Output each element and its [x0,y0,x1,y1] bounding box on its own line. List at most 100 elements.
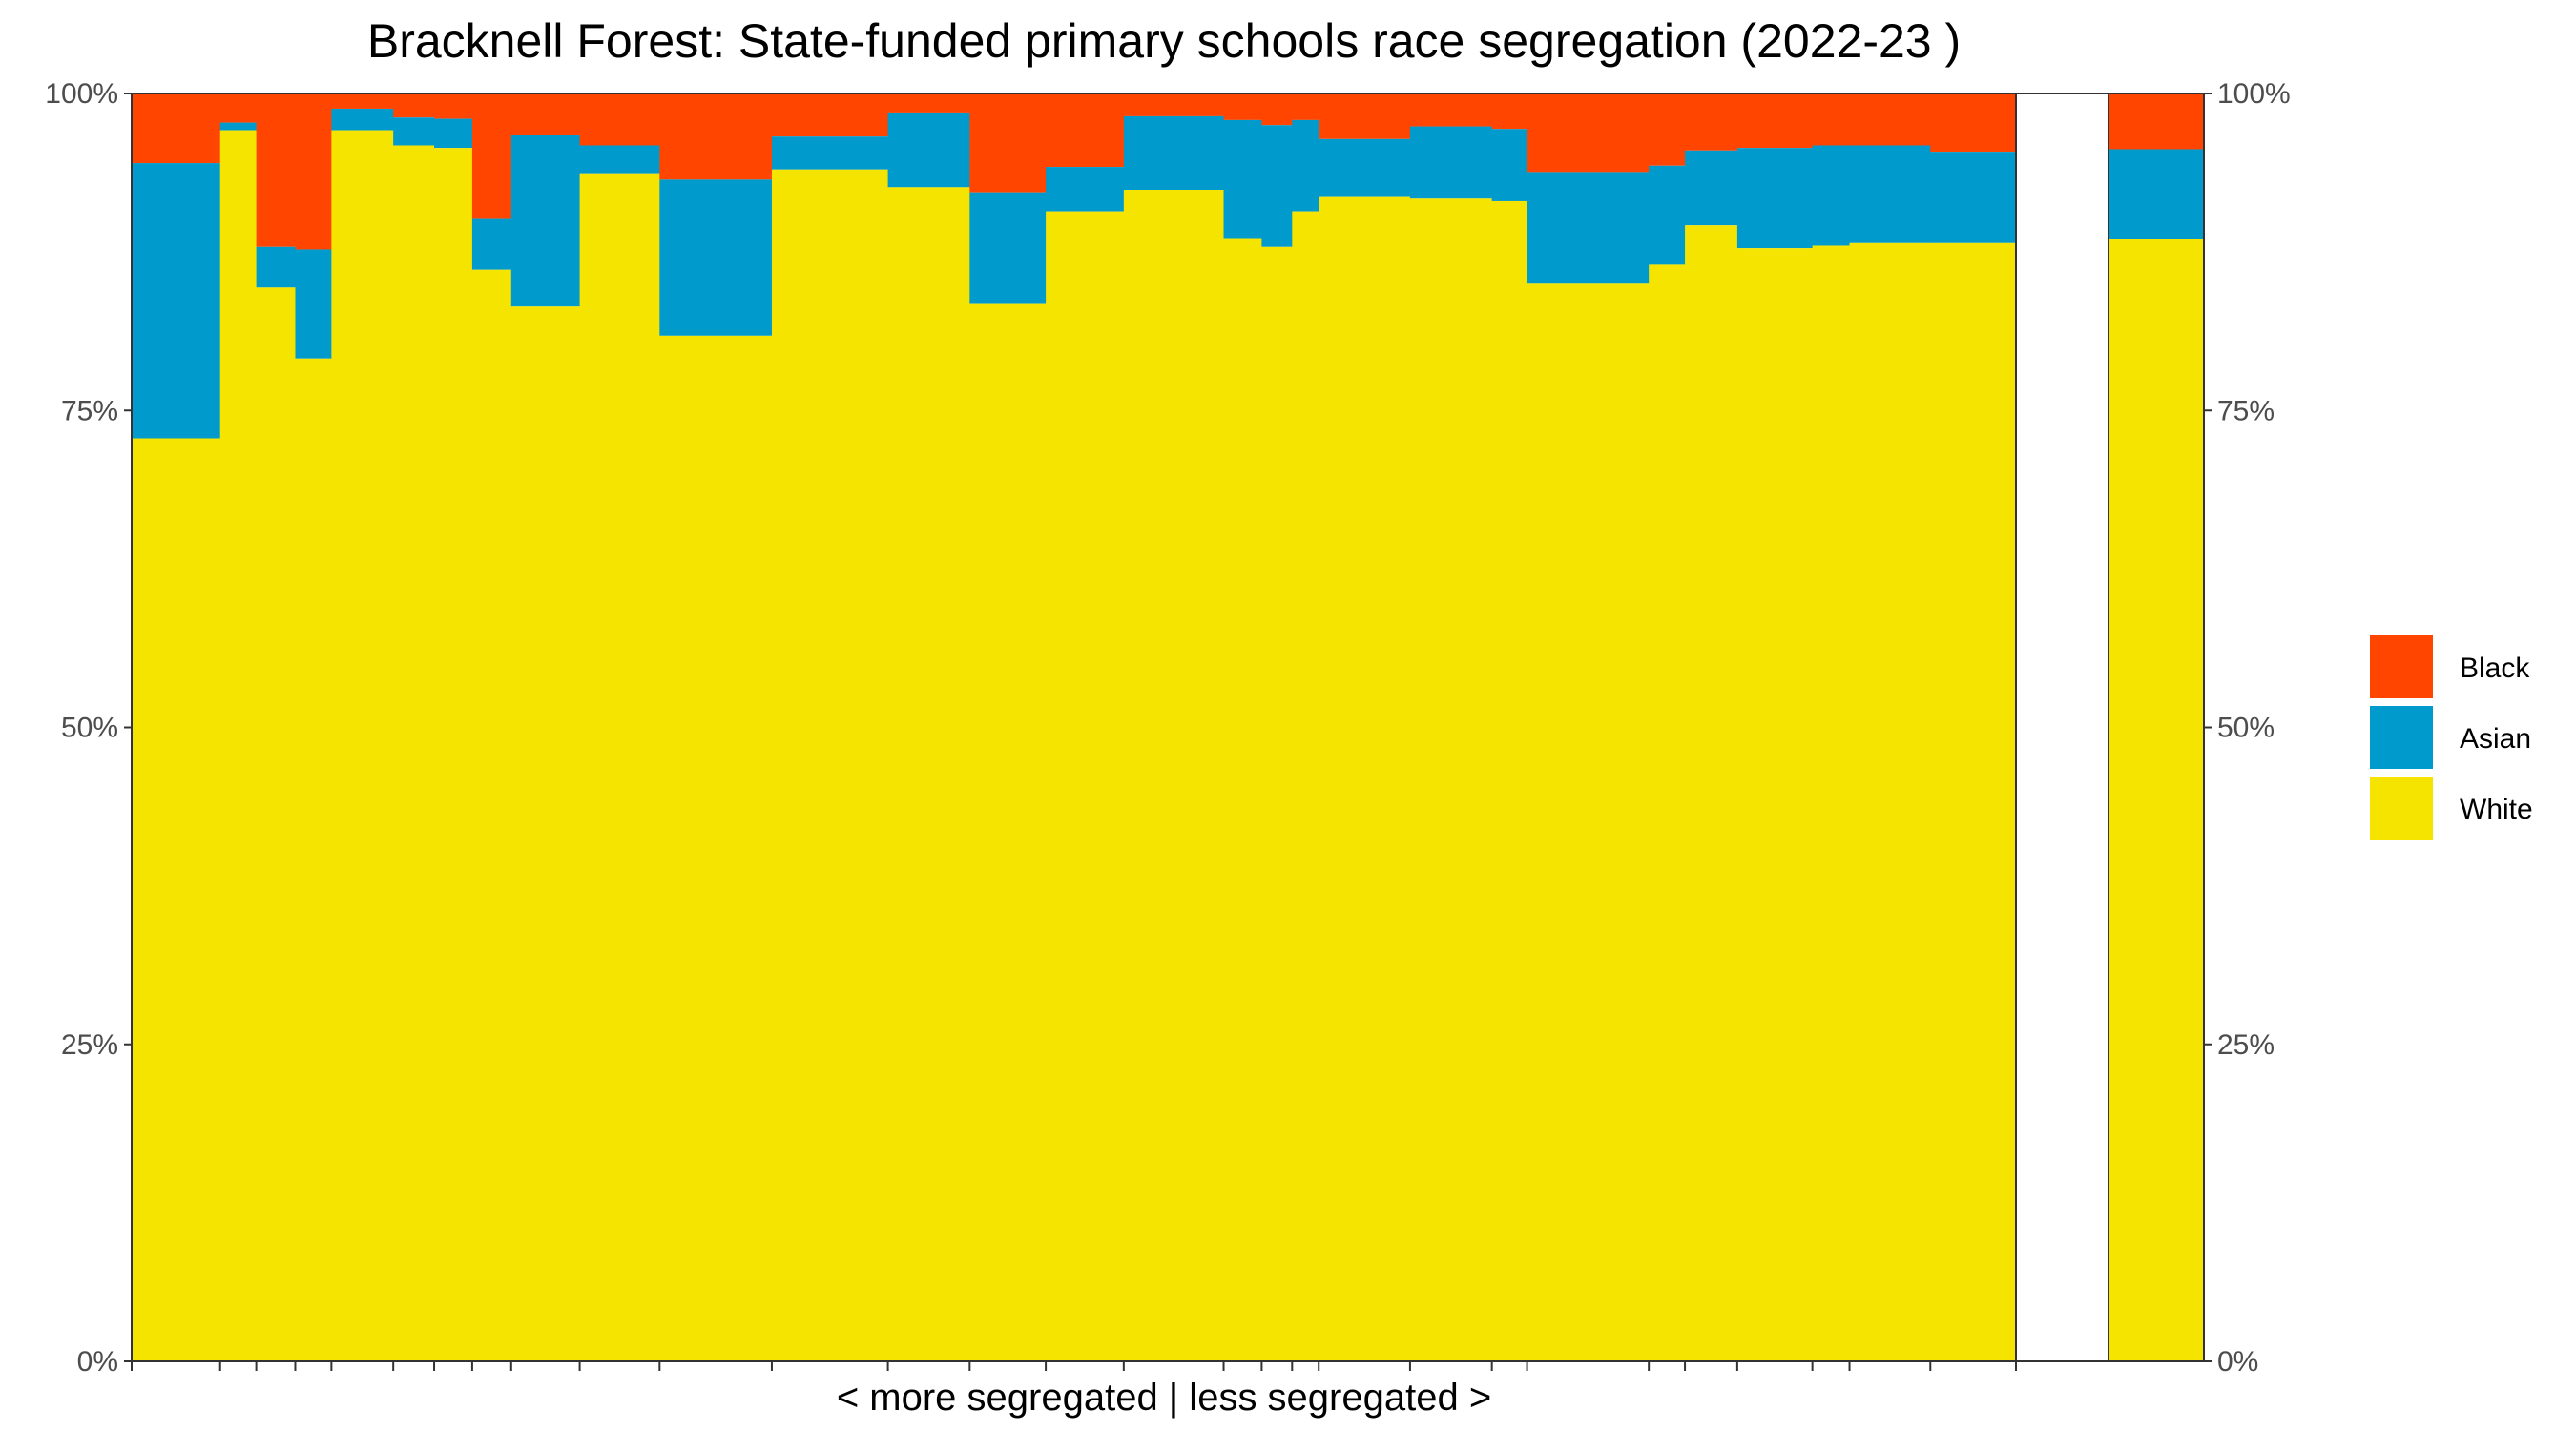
bar-asian-24 [1649,165,1686,265]
bar-white-10 [579,173,660,1361]
bar-asian-13 [887,112,970,188]
bar-black-28 [1849,93,1931,146]
bar-black-8 [471,93,512,219]
legend-key-white [2370,777,2433,840]
bar-white-1 [132,438,221,1361]
bar-white-13 [887,187,970,1362]
y-tick-label-right-0: 0% [2217,1346,2258,1378]
bar-asian-10 [579,145,660,174]
bar-black-17 [1223,93,1262,120]
bar-black-6 [393,93,435,118]
bar-asian-25 [1685,150,1738,226]
bar-white-27 [1812,245,1851,1362]
bar-white-16 [1123,190,1225,1361]
bar-black-2 [219,93,258,123]
bar-white-4 [295,358,332,1361]
bar-white-12 [771,169,889,1362]
bar-black-1 [132,93,221,164]
bar-asian-4 [295,249,332,359]
bar-black-24 [1649,93,1686,166]
summary-bar-white [2109,238,2204,1362]
bar-black-25 [1685,93,1738,151]
bar-black-18 [1261,93,1293,126]
y-tick-label-right-4: 100% [2217,78,2291,110]
bar-white-20 [1319,196,1411,1361]
bar-black-21 [1409,93,1493,127]
bar-black-4 [295,93,332,250]
bar-white-14 [969,303,1047,1361]
bar-asian-5 [331,108,394,131]
bar-white-7 [434,148,473,1362]
bar-black-16 [1123,93,1225,116]
bar-white-28 [1849,242,1931,1361]
bar-white-3 [256,287,296,1361]
legend-key-asian [2370,706,2433,769]
bar-white-6 [393,145,435,1361]
legend-label-asian: Asian [2460,723,2531,755]
bar-black-20 [1319,93,1411,139]
bar-black-7 [434,93,473,119]
bar-asian-23 [1527,172,1650,284]
summary-bar-asian [2109,149,2204,239]
bar-black-22 [1491,93,1528,130]
bar-white-11 [659,335,773,1361]
bar-white-25 [1685,225,1738,1361]
bar-white-9 [510,306,581,1362]
bar-white-17 [1223,238,1262,1362]
y-tick-label-left-3: 75% [61,395,118,426]
bar-asian-28 [1849,145,1931,243]
bar-white-5 [331,130,394,1361]
y-tick-label-left-0: 0% [77,1346,118,1378]
bar-asian-29 [1930,152,2017,243]
bar-white-23 [1527,283,1650,1362]
bar-asian-16 [1123,115,1225,191]
bar-asian-2 [219,122,258,131]
bar-black-13 [887,93,970,113]
legend-key-black [2370,635,2433,698]
summary-bar-black [2109,93,2204,150]
bar-black-5 [331,93,394,109]
bar-black-12 [771,93,889,137]
y-ticks-right: 0% 25% 50% 75% 100% [2204,78,2291,1378]
bar-asian-26 [1736,148,1814,249]
bar-asian-20 [1319,138,1411,197]
main-bars [132,93,2017,1362]
bar-asian-12 [771,136,889,170]
bar-white-8 [471,269,512,1362]
bar-asian-19 [1292,119,1319,212]
bar-asian-7 [434,118,473,149]
y-tick-label-right-2: 50% [2217,713,2275,744]
x-axis-label: < more segregated | less segregated > [837,1377,1491,1419]
legend: Black Asian White [2370,635,2533,840]
bar-white-19 [1292,211,1319,1361]
bar-black-26 [1736,93,1814,149]
bar-white-26 [1736,248,1814,1362]
bar-asian-15 [1046,167,1125,212]
bar-asian-14 [969,192,1047,304]
bar-black-23 [1527,93,1650,173]
bar-black-9 [510,93,581,135]
bar-black-3 [256,93,296,247]
y-ticks-left: 0% 25% 50% 75% 100% [45,78,132,1378]
bar-black-11 [659,93,773,180]
bar-asian-9 [510,135,581,307]
bar-asian-17 [1223,119,1262,238]
bar-black-29 [1930,93,2017,153]
bar-white-21 [1409,198,1493,1361]
y-tick-label-right-1: 25% [2217,1029,2275,1061]
chart-title: Bracknell Forest: State-funded primary s… [367,14,1961,68]
bar-asian-11 [659,179,773,336]
bar-black-14 [969,93,1047,193]
y-tick-label-right-3: 75% [2217,395,2275,426]
bar-white-2 [219,130,258,1361]
summary-bar [2109,93,2204,1362]
bar-white-24 [1649,264,1686,1361]
bar-white-15 [1046,211,1125,1361]
y-tick-label-left-4: 100% [45,78,118,110]
bar-asian-8 [471,218,512,270]
bar-asian-21 [1409,126,1493,199]
bar-black-15 [1046,93,1125,168]
y-tick-label-left-2: 50% [61,713,118,744]
bar-black-19 [1292,93,1319,120]
legend-label-white: White [2460,794,2533,825]
